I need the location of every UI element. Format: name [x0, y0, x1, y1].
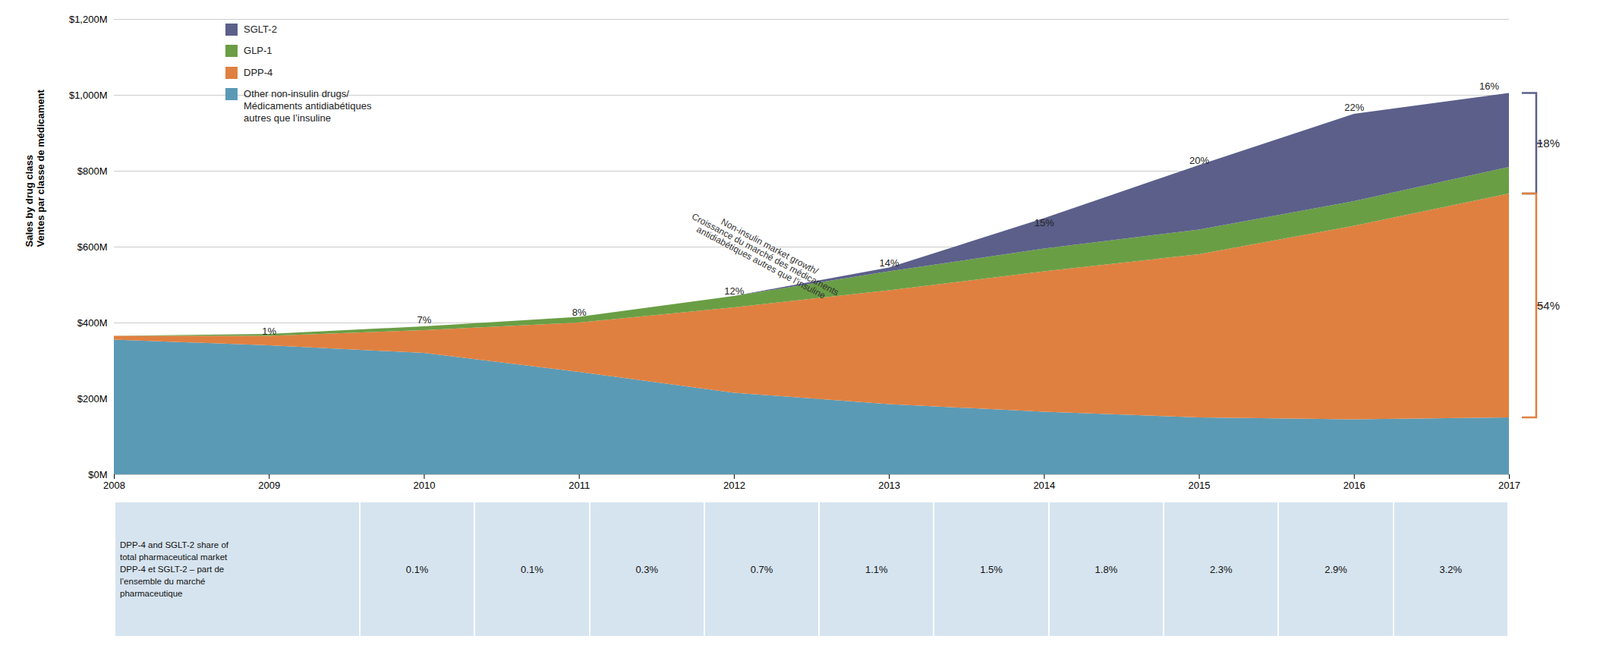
html-text:2.3%: 2.3% — [1209, 563, 1233, 575]
svg-text:2014: 2014 — [1033, 479, 1056, 492]
html-text:1.5%: 1.5% — [980, 563, 1003, 575]
svg-text:Sales by drug classVentes par: Sales by drug classVentes par classe de … — [23, 88, 48, 247]
html-text:DPP-4: DPP-4 — [243, 66, 273, 78]
svg-text:$1,200M: $1,200M — [69, 13, 108, 26]
svg-text:14%: 14% — [879, 257, 900, 269]
svg-text:$0M: $0M — [88, 469, 108, 481]
html-text:0.3%: 0.3% — [635, 563, 659, 575]
html-text:GLP-1: GLP-1 — [243, 45, 273, 57]
svg-text:$800M: $800M — [77, 165, 108, 177]
svg-text:$600M: $600M — [77, 241, 108, 253]
html-text:2.9%: 2.9% — [1324, 563, 1348, 575]
svg-text:2012: 2012 — [723, 479, 746, 492]
svg-text:54%: 54% — [1537, 299, 1560, 312]
svg-text:2010: 2010 — [412, 479, 435, 492]
html-text:Other non-insulin drugs/ Médic: Other non-insulin drugs/ Médicaments ant… — [243, 87, 372, 124]
svg-text:22%: 22% — [1344, 101, 1364, 114]
svg-text:8%: 8% — [572, 306, 587, 319]
html-text:SGLT-2: SGLT-2 — [243, 23, 277, 35]
html-text:3.2%: 3.2% — [1439, 563, 1462, 575]
svg-text:Non-insulin market growth/Croi: Non-insulin market growth/Croissance du … — [685, 203, 845, 307]
svg-text:2008: 2008 — [103, 479, 126, 492]
svg-text:2011: 2011 — [568, 479, 590, 492]
svg-text:18%: 18% — [1537, 136, 1560, 150]
svg-text:7%: 7% — [417, 314, 432, 326]
svg-text:20%: 20% — [1189, 154, 1210, 167]
html-text:0.7%: 0.7% — [750, 563, 773, 575]
html-text:1.8%: 1.8% — [1094, 563, 1118, 575]
svg-text:15%: 15% — [1034, 217, 1055, 229]
svg-text:$1,000M: $1,000M — [69, 89, 108, 101]
svg-text:2017: 2017 — [1498, 479, 1521, 492]
svg-text:$400M: $400M — [77, 317, 108, 329]
svg-text:1%: 1% — [261, 325, 277, 338]
svg-text:2015: 2015 — [1188, 479, 1211, 492]
svg-text:2013: 2013 — [878, 479, 901, 492]
svg-text:$200M: $200M — [77, 393, 108, 405]
svg-text:12%: 12% — [724, 285, 744, 297]
svg-text:16%: 16% — [1479, 80, 1500, 92]
html-text:1.1%: 1.1% — [865, 563, 888, 575]
svg-text:2009: 2009 — [258, 479, 281, 492]
html-text:DPP-4 and SGLT-2 share of tota: DPP-4 and SGLT-2 share of total pharmace… — [119, 540, 229, 599]
html-text:0.1%: 0.1% — [405, 563, 429, 575]
svg-text:2016: 2016 — [1343, 479, 1366, 492]
html-text:0.1%: 0.1% — [520, 563, 544, 575]
